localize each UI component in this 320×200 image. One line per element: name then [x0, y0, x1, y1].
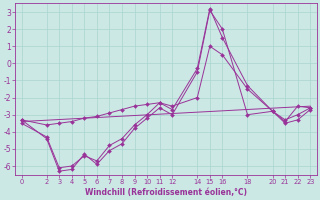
X-axis label: Windchill (Refroidissement éolien,°C): Windchill (Refroidissement éolien,°C): [85, 188, 247, 197]
